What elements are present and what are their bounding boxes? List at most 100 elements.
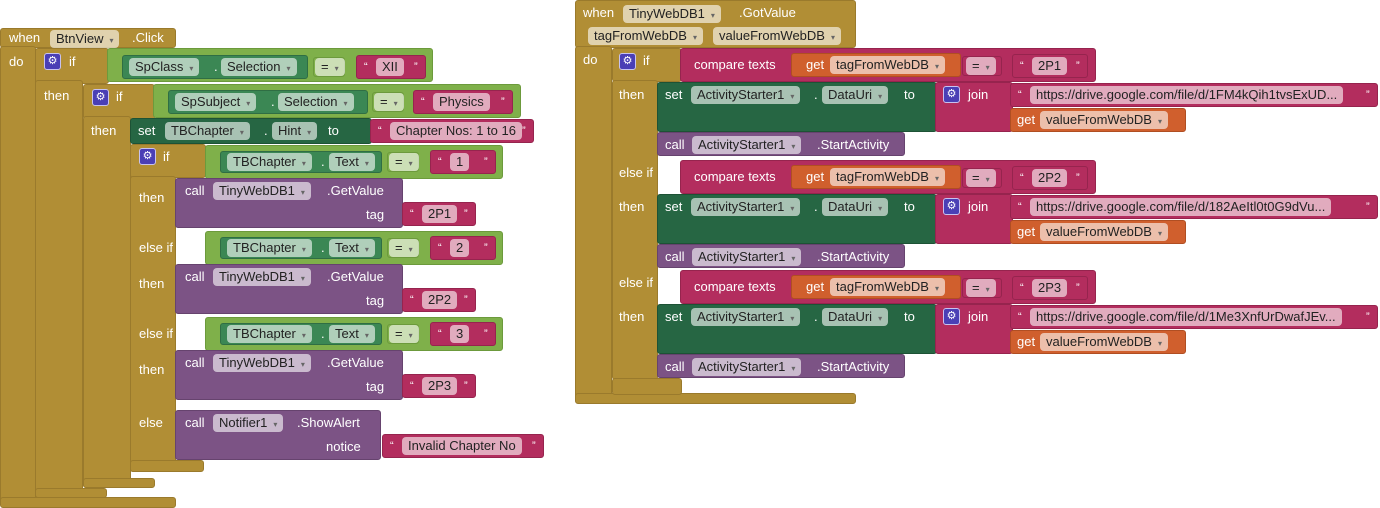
dropdown-arrow-icon[interactable]: ▾: [189, 64, 194, 73]
component-dropdown[interactable]: ActivityStarter1 ▾: [691, 198, 801, 216]
dropdown-arrow-icon[interactable]: ▾: [301, 331, 306, 340]
component-dropdown[interactable]: TBChapter ▾: [227, 153, 312, 171]
if-block-3-bar[interactable]: [130, 176, 176, 472]
variable-dropdown[interactable]: tagFromWebDB ▾: [830, 278, 945, 296]
dropdown-arrow-icon[interactable]: ▾: [934, 284, 939, 293]
property-dropdown[interactable]: Selection ▾: [278, 93, 354, 111]
dropdown-arrow-icon[interactable]: ▾: [301, 159, 306, 168]
component-dropdown[interactable]: ActivityStarter1 ▾: [692, 136, 802, 154]
event-body-bar[interactable]: [575, 46, 612, 403]
mutator-gear-icon[interactable]: ⚙: [139, 148, 156, 165]
property-dropdown[interactable]: DataUri ▾: [822, 308, 889, 326]
operator-dropdown[interactable]: = ▾: [966, 279, 996, 297]
component-dropdown[interactable]: TinyWebDB1 ▾: [213, 354, 311, 372]
component-dropdown[interactable]: Notifier1 ▾: [213, 414, 284, 432]
dropdown-arrow-icon[interactable]: ▾: [364, 245, 369, 254]
variable-dropdown[interactable]: valueFromWebDB ▾: [1040, 223, 1168, 241]
dropdown-arrow-icon[interactable]: ▾: [301, 245, 306, 254]
dropdown-arrow-icon[interactable]: ▾: [790, 204, 795, 213]
if-block-1-bottom[interactable]: [35, 488, 107, 498]
dropdown-arrow-icon[interactable]: ▾: [1157, 117, 1162, 126]
dropdown-arrow-icon[interactable]: ▾: [985, 175, 990, 184]
dropdown-arrow-icon[interactable]: ▾: [934, 62, 939, 71]
property-dropdown[interactable]: DataUri ▾: [822, 86, 889, 104]
operator-dropdown[interactable]: = ▾: [315, 58, 345, 76]
dropdown-arrow-icon[interactable]: ▾: [300, 188, 305, 197]
dropdown-arrow-icon[interactable]: ▾: [408, 245, 413, 254]
component-dropdown[interactable]: SpSubject ▾: [175, 93, 257, 111]
dropdown-arrow-icon[interactable]: ▾: [985, 285, 990, 294]
event-body-bar[interactable]: [0, 46, 36, 507]
event-parameter[interactable]: tagFromWebDB ▾: [588, 27, 703, 45]
variable-dropdown[interactable]: valueFromWebDB ▾: [1040, 333, 1168, 351]
property-dropdown[interactable]: Hint ▾: [272, 122, 318, 140]
dropdown-arrow-icon[interactable]: ▾: [273, 420, 278, 429]
component-dropdown[interactable]: ActivityStarter1 ▾: [692, 358, 802, 376]
operator-dropdown[interactable]: = ▾: [389, 153, 419, 171]
if-block-1-bar[interactable]: [35, 80, 83, 498]
dropdown-arrow-icon[interactable]: ▾: [364, 159, 369, 168]
variable-dropdown[interactable]: valueFromWebDB ▾: [1040, 111, 1168, 129]
component-dropdown[interactable]: ActivityStarter1 ▾: [692, 248, 802, 266]
operator-dropdown[interactable]: = ▾: [389, 325, 419, 343]
dropdown-arrow-icon[interactable]: ▾: [286, 64, 291, 73]
dropdown-arrow-icon[interactable]: ▾: [364, 331, 369, 340]
mutator-gear-icon[interactable]: ⚙: [943, 86, 960, 103]
dropdown-arrow-icon[interactable]: ▾: [246, 99, 251, 108]
operator-dropdown[interactable]: = ▾: [389, 239, 419, 257]
property-dropdown[interactable]: Text ▾: [329, 325, 375, 343]
component-dropdown[interactable]: TBChapter ▾: [227, 239, 312, 257]
dropdown-arrow-icon[interactable]: ▾: [334, 64, 339, 73]
dropdown-arrow-icon[interactable]: ▾: [791, 142, 796, 151]
component-dropdown[interactable]: TBChapter ▾: [165, 122, 250, 140]
component-dropdown[interactable]: TBChapter ▾: [227, 325, 312, 343]
event-bottom[interactable]: [575, 393, 856, 404]
dropdown-arrow-icon[interactable]: ▾: [710, 11, 715, 20]
variable-dropdown[interactable]: tagFromWebDB ▾: [830, 168, 945, 186]
mutator-gear-icon[interactable]: ⚙: [619, 53, 636, 70]
dropdown-arrow-icon[interactable]: ▾: [791, 254, 796, 263]
operator-dropdown[interactable]: = ▾: [374, 93, 404, 111]
mutator-gear-icon[interactable]: ⚙: [943, 308, 960, 325]
operator-dropdown[interactable]: = ▾: [966, 169, 996, 187]
component-dropdown[interactable]: ActivityStarter1 ▾: [691, 86, 801, 104]
event-parameter[interactable]: valueFromWebDB ▾: [713, 27, 841, 45]
dropdown-arrow-icon[interactable]: ▾: [239, 128, 244, 137]
event-component-dropdown[interactable]: BtnView ▾: [50, 30, 120, 48]
dropdown-arrow-icon[interactable]: ▾: [300, 274, 305, 283]
if-block-2-bar[interactable]: [83, 116, 131, 488]
dropdown-arrow-icon[interactable]: ▾: [878, 314, 883, 323]
component-dropdown[interactable]: TinyWebDB1 ▾: [213, 268, 311, 286]
dropdown-arrow-icon[interactable]: ▾: [1157, 339, 1162, 348]
if-block-right-bar[interactable]: [612, 80, 658, 380]
event-bottom[interactable]: [0, 497, 176, 508]
mutator-gear-icon[interactable]: ⚙: [92, 89, 109, 106]
property-dropdown[interactable]: Text ▾: [329, 153, 375, 171]
mutator-gear-icon[interactable]: ⚙: [44, 53, 61, 70]
operator-dropdown[interactable]: = ▾: [966, 57, 996, 75]
property-dropdown[interactable]: Text ▾: [329, 239, 375, 257]
dropdown-arrow-icon[interactable]: ▾: [934, 174, 939, 183]
variable-dropdown[interactable]: tagFromWebDB ▾: [830, 56, 945, 74]
property-dropdown[interactable]: Selection ▾: [221, 58, 297, 76]
dropdown-arrow-icon[interactable]: ▾: [109, 36, 114, 45]
dropdown-arrow-icon[interactable]: ▾: [343, 99, 348, 108]
if-block-3-bottom[interactable]: [130, 460, 204, 472]
component-dropdown[interactable]: SpClass ▾: [129, 58, 200, 76]
dropdown-arrow-icon[interactable]: ▾: [408, 331, 413, 340]
dropdown-arrow-icon[interactable]: ▾: [790, 314, 795, 323]
dropdown-arrow-icon[interactable]: ▾: [790, 92, 795, 101]
event-component-dropdown[interactable]: TinyWebDB1 ▾: [623, 5, 721, 23]
if-block-2-bottom[interactable]: [83, 478, 155, 488]
dropdown-arrow-icon[interactable]: ▾: [985, 63, 990, 72]
dropdown-arrow-icon[interactable]: ▾: [393, 99, 398, 108]
property-dropdown[interactable]: DataUri ▾: [822, 198, 889, 216]
dropdown-arrow-icon[interactable]: ▾: [791, 364, 796, 373]
dropdown-arrow-icon[interactable]: ▾: [878, 204, 883, 213]
dropdown-arrow-icon[interactable]: ▾: [408, 159, 413, 168]
dropdown-arrow-icon[interactable]: ▾: [692, 33, 697, 42]
dropdown-arrow-icon[interactable]: ▾: [878, 92, 883, 101]
mutator-gear-icon[interactable]: ⚙: [943, 198, 960, 215]
component-dropdown[interactable]: TinyWebDB1 ▾: [213, 182, 311, 200]
dropdown-arrow-icon[interactable]: ▾: [300, 360, 305, 369]
